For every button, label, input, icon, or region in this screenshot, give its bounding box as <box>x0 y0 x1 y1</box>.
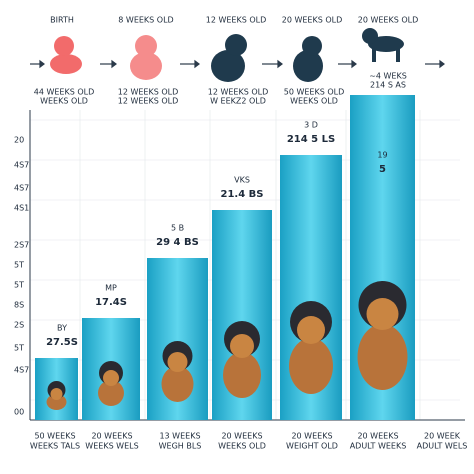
puppy-face <box>366 298 399 330</box>
bar-footer: ADULT WELS <box>417 442 468 451</box>
bar-footer: 20 WEEK <box>424 432 461 441</box>
bar-footer: 50 WEEKS <box>34 432 75 441</box>
puppy-body <box>161 366 194 402</box>
bars <box>35 95 415 420</box>
bar-footer: WEEKS OLD <box>218 442 266 451</box>
stage-title: 8 WEEKS OLD <box>118 16 173 25</box>
bar-footer: 20 WEEKS <box>91 432 132 441</box>
bar-footer: WEGH BLS <box>159 442 202 451</box>
bar-footer: 20 WEEKS <box>221 432 262 441</box>
bar-label: 214 5 LS <box>287 134 335 145</box>
puppy-face <box>230 334 254 358</box>
arrows <box>30 59 445 69</box>
puppy-face <box>50 388 63 400</box>
bar-label: BY <box>57 324 67 333</box>
stage-caption: 12 WEEKS OLD <box>118 88 179 97</box>
stage-caption: 44 WEEKS OLD <box>34 88 95 97</box>
stage-title: 12 WEEKS OLD <box>206 16 267 25</box>
axis-label: 2S7 <box>14 241 29 250</box>
axis-label: 2S <box>14 321 24 330</box>
axis-label: 5T <box>14 281 24 290</box>
bar-label: 27.5S <box>46 337 78 348</box>
bar-label: 29 4 BS <box>156 237 199 248</box>
bar-footer: WEIGHT OLD <box>286 442 338 451</box>
puppy-face <box>167 352 188 372</box>
stage-caption: 12 WEEKS OLD <box>208 88 269 97</box>
axis-label: 4S7 <box>14 366 29 375</box>
puppy-face <box>297 316 325 344</box>
bar-footer: WEEKS TALS <box>30 442 80 451</box>
bar-label: MP <box>105 284 117 293</box>
stage-caption: W EEKZ2 OLD <box>210 97 266 106</box>
bar-label: 5 <box>379 164 386 175</box>
axis-label: 5T <box>14 261 24 270</box>
bar-label: 5 B <box>171 224 184 233</box>
axis-label: 5T <box>14 344 24 353</box>
axis-label: 8S <box>14 301 24 310</box>
puppy-body <box>98 380 124 406</box>
stage-caption: 12 WEEKS OLD <box>118 97 179 106</box>
stage-title: BIRTH <box>50 16 74 25</box>
puppy-face <box>103 370 119 386</box>
stage-title: 20 WEEKS OLD <box>282 16 343 25</box>
puppy-body <box>223 352 261 398</box>
bar-footer: 13 WEEKS <box>159 432 200 441</box>
stage-caption: WEEKS OLD <box>290 97 338 106</box>
bar-footer: 20 WEEKS <box>357 432 398 441</box>
axis-label: 4S7 <box>14 184 29 193</box>
bar-footer: ADULT WEEKS <box>350 442 407 451</box>
stage-caption: 214 S AS <box>370 81 406 90</box>
axis-label: 4S7 <box>14 161 29 170</box>
bar-footer: WEEKS WELS <box>85 442 138 451</box>
silhouettes <box>50 28 404 82</box>
bar-label: VKS <box>234 176 250 185</box>
puppy-body <box>357 324 408 390</box>
bar-label: 17.4S <box>95 297 127 308</box>
stage-caption: 50 WEEKS OLD <box>284 88 345 97</box>
axis-label: 4S1 <box>14 204 29 213</box>
stage-caption: ~4 WEKS <box>369 72 407 81</box>
bar-footer: 20 WEEKS <box>291 432 332 441</box>
axis-label: 20 <box>14 136 24 145</box>
bar-label: 3 D <box>304 121 318 130</box>
puppy-body <box>289 338 333 394</box>
bar-label: 21.4 BS <box>221 189 264 200</box>
stage-title: 20 WEEKS OLD <box>358 16 419 25</box>
puppy-body <box>46 394 67 410</box>
axis-label: 00 <box>14 408 24 417</box>
stage-caption: WEEKS OLD <box>40 97 88 106</box>
bar-label: 19 <box>377 151 387 160</box>
